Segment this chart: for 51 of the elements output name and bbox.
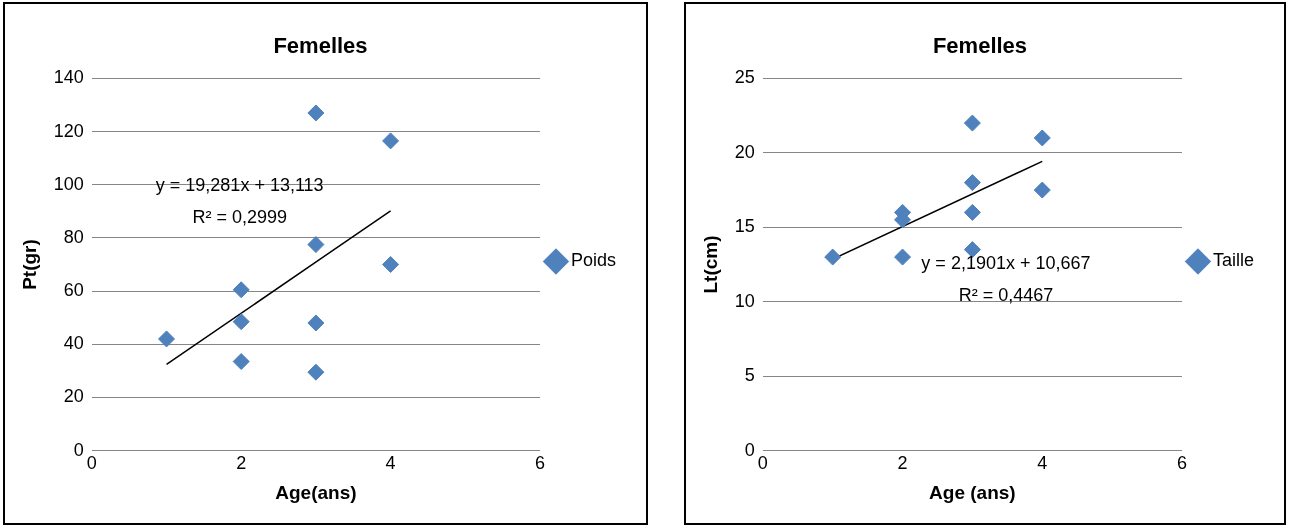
x-axis-title: Age(ans) bbox=[275, 481, 357, 503]
y-tick-label: 140 bbox=[53, 67, 84, 88]
y-tick-label: 15 bbox=[734, 216, 755, 237]
x-axis-title: Age (ans) bbox=[929, 481, 1016, 503]
x-tick-label: 2 bbox=[897, 453, 908, 474]
point bbox=[382, 132, 400, 150]
legend-label: Taille bbox=[1212, 250, 1255, 271]
legend-label: Poids bbox=[570, 250, 616, 271]
x-tick-label: 2 bbox=[236, 453, 247, 474]
y-tick-label: 0 bbox=[73, 439, 84, 460]
point bbox=[963, 174, 981, 192]
point bbox=[232, 353, 250, 371]
point bbox=[824, 248, 842, 266]
y-tick-label: 5 bbox=[744, 365, 755, 386]
chart-title: Femelles bbox=[273, 33, 368, 59]
point bbox=[1033, 181, 1051, 199]
annotation: y = 2,1901x + 10,667 bbox=[921, 253, 1091, 274]
point bbox=[307, 314, 325, 332]
point bbox=[382, 256, 400, 273]
y-tick-label: 120 bbox=[53, 120, 84, 141]
point bbox=[963, 203, 981, 221]
point bbox=[307, 363, 325, 381]
x-tick-label: 0 bbox=[86, 453, 97, 474]
y-tick-label: 40 bbox=[63, 333, 84, 354]
y-tick-label: 60 bbox=[63, 280, 84, 301]
chart-title: Femelles bbox=[932, 33, 1028, 59]
point bbox=[963, 114, 981, 132]
annotation: y = 19,281x + 13,113 bbox=[155, 175, 324, 196]
y-axis-title: Lt(cm) bbox=[699, 235, 721, 294]
point bbox=[894, 248, 912, 266]
y-tick-label: 80 bbox=[63, 226, 84, 247]
annotation: R² = 0,4467 bbox=[958, 285, 1054, 306]
y-tick-label: 20 bbox=[63, 386, 84, 407]
y-tick-label: 20 bbox=[734, 141, 755, 162]
x-tick-label: 4 bbox=[1037, 453, 1048, 474]
x-tick-label: 6 bbox=[534, 453, 545, 474]
point bbox=[232, 281, 250, 299]
point bbox=[158, 330, 176, 348]
x-tick-label: 4 bbox=[385, 453, 396, 474]
point bbox=[1033, 129, 1051, 147]
y-tick-label: 25 bbox=[734, 67, 755, 88]
x-tick-label: 0 bbox=[757, 453, 768, 474]
point bbox=[307, 104, 325, 122]
x-tick-label: 6 bbox=[1176, 453, 1187, 474]
y-tick-label: 0 bbox=[744, 439, 755, 460]
point bbox=[307, 236, 325, 254]
y-tick-label: 10 bbox=[734, 290, 755, 311]
y-axis-title: Pt(gr) bbox=[18, 239, 40, 290]
point bbox=[232, 313, 250, 331]
y-tick-label: 100 bbox=[53, 173, 84, 194]
annotation: R² = 0,2999 bbox=[192, 206, 287, 227]
